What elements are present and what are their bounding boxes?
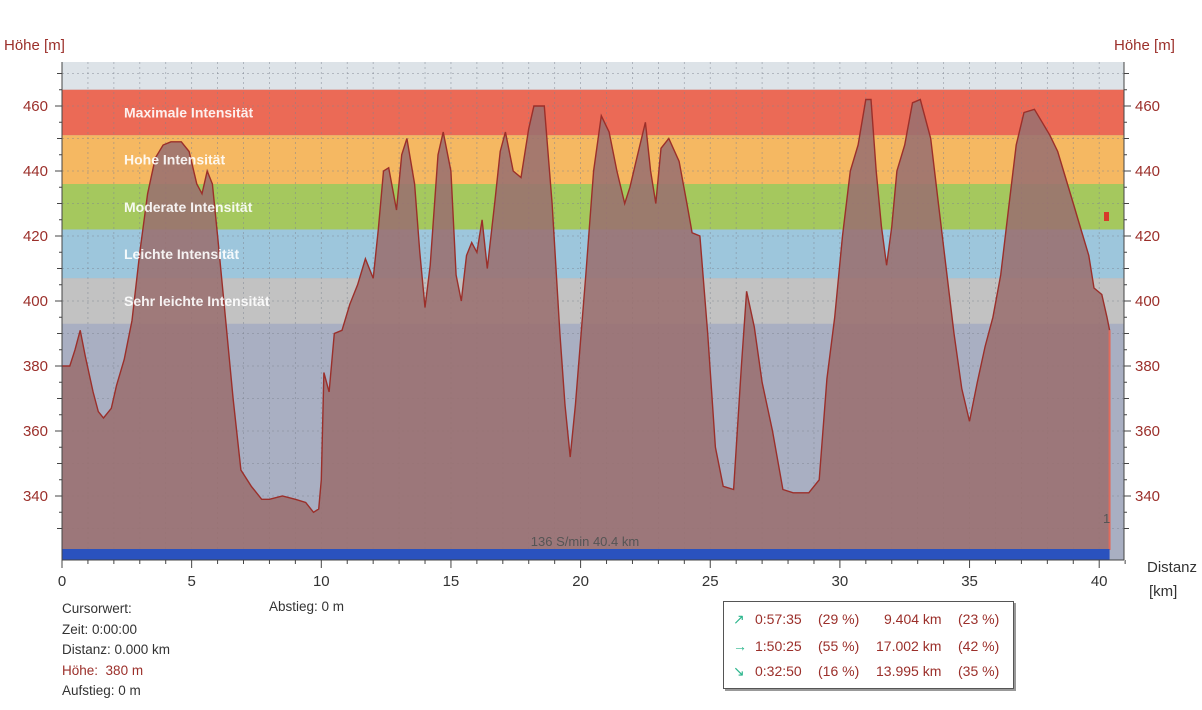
x-tick-label: 5 xyxy=(187,573,195,590)
elevation-chart[interactable]: 1 Maximale Intensität Hohe Intensität Mode… xyxy=(0,0,1202,600)
x-tick-label: 20 xyxy=(572,573,589,590)
cursor-time: Zeit: 0:00:00 xyxy=(62,621,138,637)
x-tick-label: 25 xyxy=(702,573,719,590)
x-tick-label: 10 xyxy=(313,573,330,590)
y-axis-left-title: Höhe [m] xyxy=(4,37,65,54)
gradient-summary-box: ↗ 0:57:35 (29 %) 9.404 km (23 %) → 1:50:… xyxy=(723,601,1014,689)
cursor-descent: Abstieg: 0 m xyxy=(269,599,345,614)
elevation-area[interactable]: 1 xyxy=(62,98,1111,551)
summary-distance: 9.404 km xyxy=(884,611,942,627)
end-marker-label: 1 xyxy=(1103,511,1110,526)
y-axes: 340 340 360 360 380 380 400 400 420 420 440 440 460 4… xyxy=(23,62,1160,560)
zone-label: Leichte Intensität xyxy=(124,246,239,262)
cursor-info-panel: Cursorwert: Zeit: 0:00:00 Distanz: 0.000… xyxy=(62,599,170,702)
downhill-arrow-icon: ↘ xyxy=(733,663,745,679)
summary-time-pct: (16 %) xyxy=(818,663,860,679)
cursor-altitude-value: 380 m xyxy=(105,662,144,678)
summary-row-flat: → 1:50:25 (55 %) 17.002 km (42 %) xyxy=(724,636,1013,658)
x-tick-label: 30 xyxy=(832,573,849,590)
summary-distance-pct: (42 %) xyxy=(958,638,1000,654)
position-marker xyxy=(1104,212,1109,221)
cursor-ascent: Aufstieg: 0 m xyxy=(62,683,141,699)
zone-band xyxy=(62,89,1124,136)
summary-distance: 13.995 km xyxy=(876,663,942,679)
band-label: 136 S/min 40.4 km xyxy=(531,534,639,549)
x-tick-label: 15 xyxy=(443,573,460,590)
y-tick-label-right: 360 xyxy=(1135,423,1160,440)
summary-distance: 17.002 km xyxy=(876,638,942,654)
cursor-distance: Distanz: 0.000 km xyxy=(62,642,171,658)
summary-row-downhill: ↘ 0:32:50 (16 %) 13.995 km (35 %) xyxy=(724,661,1013,683)
summary-distance-pct: (23 %) xyxy=(958,611,1000,627)
summary-row-uphill: ↗ 0:57:35 (29 %) 9.404 km (23 %) xyxy=(724,609,1013,631)
y-tick-label-left: 460 xyxy=(23,98,48,115)
x-axis-unit: [km] xyxy=(1149,583,1178,600)
y-tick-label-right: 340 xyxy=(1135,488,1160,505)
cursor-label: Cursorwert: xyxy=(62,601,132,616)
y-tick-label-right: 440 xyxy=(1135,163,1160,180)
summary-time: 0:32:50 xyxy=(755,663,802,679)
summary-time-pct: (55 %) xyxy=(818,638,860,654)
zone-label: Moderate Intensität xyxy=(124,199,253,215)
y-tick-label-right: 420 xyxy=(1135,228,1160,245)
summary-time-pct: (29 %) xyxy=(818,611,860,627)
x-axis-title: Distanz xyxy=(1147,559,1198,576)
x-tick-label: 35 xyxy=(961,573,978,590)
y-tick-label-right: 400 xyxy=(1135,293,1160,310)
y-axis-right-title: Höhe [m] xyxy=(1114,37,1175,54)
cadence-band xyxy=(62,549,1110,560)
y-tick-label-left: 440 xyxy=(23,163,48,180)
summary-time: 0:57:35 xyxy=(755,611,802,627)
y-tick-label-left: 420 xyxy=(23,228,48,245)
y-tick-label-right: 380 xyxy=(1135,358,1160,375)
y-tick-label-right: 460 xyxy=(1135,98,1160,115)
elevation-fill xyxy=(62,99,1110,550)
summary-distance-pct: (35 %) xyxy=(958,663,1000,679)
y-tick-label-left: 380 xyxy=(23,358,48,375)
y-tick-label-left: 400 xyxy=(23,293,48,310)
bottom-band: 136 S/min 40.4 km xyxy=(62,534,1110,560)
flat-arrow-icon: → xyxy=(733,638,747,654)
cursor-altitude-label: Höhe: xyxy=(62,662,99,678)
x-axis: 0 5 10 15 20 25 30 35 40 xyxy=(58,559,1126,590)
zone-label: Maximale Intensität xyxy=(124,105,253,121)
plot-top-strip xyxy=(62,62,1124,90)
zone-label: Hohe Intensität xyxy=(124,152,225,168)
elevation-line xyxy=(62,98,1111,514)
summary-time: 1:50:25 xyxy=(755,638,802,654)
uphill-arrow-icon: ↗ xyxy=(733,611,745,627)
zone-label: Sehr leichte Intensität xyxy=(124,293,270,309)
y-tick-label-left: 360 xyxy=(23,423,48,440)
zone-labels: Maximale Intensität Hohe Intensität Modera… xyxy=(124,105,270,310)
cursor-altitude: Höhe: 380 m xyxy=(62,661,170,682)
x-tick-label: 0 xyxy=(58,573,66,590)
x-tick-label: 40 xyxy=(1091,573,1108,590)
y-tick-label-left: 340 xyxy=(23,488,48,505)
